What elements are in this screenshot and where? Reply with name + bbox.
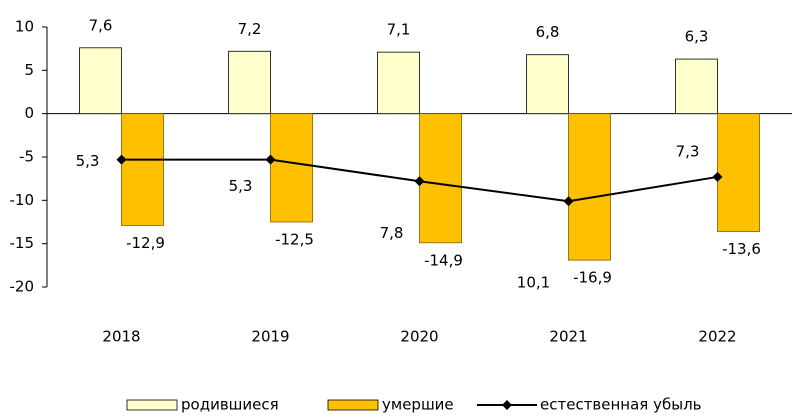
- legend-swatch: [126, 399, 178, 411]
- legend-swatch: [327, 399, 379, 411]
- bar: [228, 50, 271, 115]
- y-tick-label: -20: [10, 278, 35, 296]
- y-tick-label: 0: [24, 104, 34, 122]
- data-label: -12,5: [275, 231, 314, 249]
- x-tick-label: 2019: [251, 328, 289, 346]
- data-label: 7,1: [387, 21, 411, 39]
- marker: [563, 196, 574, 207]
- data-label: 7,8: [380, 224, 404, 242]
- bar: [419, 113, 462, 244]
- marker: [116, 154, 127, 165]
- y-tick-label: -15: [10, 234, 35, 252]
- data-label: -14,9: [424, 251, 463, 269]
- y-tick-label: -10: [10, 191, 35, 209]
- legend-label: умершие: [382, 396, 454, 414]
- data-label: 7,2: [238, 20, 262, 38]
- x-tick-label: 2022: [698, 328, 736, 346]
- bar: [675, 58, 718, 115]
- x-tick-label: 2021: [549, 328, 587, 346]
- y-tick-label: 10: [15, 18, 34, 36]
- data-label: 7,3: [676, 142, 700, 160]
- data-label: -16,9: [573, 269, 612, 287]
- data-label: 7,6: [89, 16, 113, 34]
- data-label: -13,6: [722, 240, 761, 258]
- bar: [377, 51, 420, 115]
- bar: [121, 113, 164, 226]
- y-tick-label: 5: [24, 61, 34, 79]
- data-label: 6,3: [685, 28, 709, 46]
- bar: [717, 113, 760, 232]
- data-label: 5,3: [76, 152, 100, 170]
- marker: [414, 176, 425, 187]
- legend-label: естественная убыль: [540, 396, 702, 414]
- marker: [712, 171, 723, 182]
- x-tick-label: 2020: [400, 328, 438, 346]
- data-label: 5,3: [229, 177, 253, 195]
- data-label: 10,1: [517, 274, 550, 292]
- data-label: -12,9: [126, 234, 165, 252]
- y-tick-label: -5: [19, 148, 34, 166]
- bar: [79, 47, 122, 115]
- legend-marker: [502, 400, 512, 410]
- marker: [265, 154, 276, 165]
- bar: [270, 113, 313, 223]
- bar: [526, 54, 569, 115]
- x-tick-label: 2018: [102, 328, 140, 346]
- legend-label: родившиеся: [181, 396, 279, 414]
- data-label: 6,8: [536, 23, 560, 41]
- bar: [568, 113, 611, 261]
